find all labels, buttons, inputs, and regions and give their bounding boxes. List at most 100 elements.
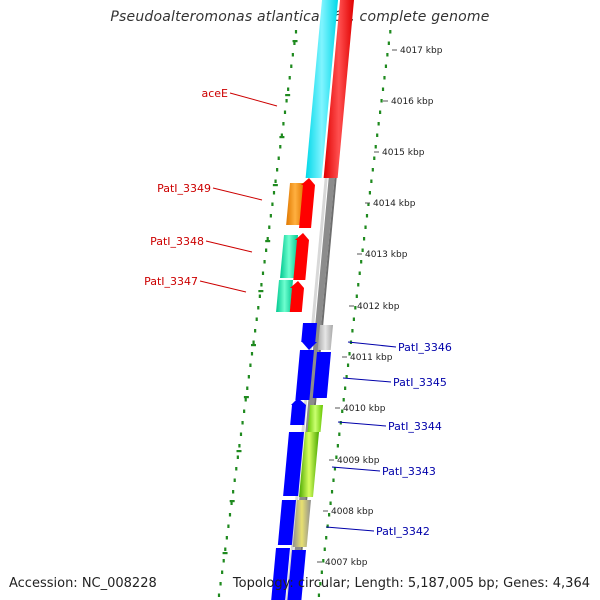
gc-tick-right [355,294,358,298]
gc-tick-right [322,559,325,563]
gc-tick-right [352,317,355,321]
gc-tick-left [272,191,276,195]
gc-tick-left [276,168,279,172]
gc-tick-right [330,490,334,494]
gc-tick-right [365,214,369,218]
scale-label: 4009 kbp [337,456,380,466]
gc-tick-left [227,524,230,528]
gc-tick-right [319,582,322,586]
gc-tick-left [282,122,285,126]
gc-tick-left [271,202,274,206]
cds-olive [292,500,311,547]
gc-tick-left [230,501,233,505]
scale-label: 4013 kbp [365,250,408,260]
gc-dash-left [265,240,271,243]
gene-label-leader [347,341,397,348]
cds-red-4 [289,288,304,312]
cds-red-3-arrowhead [295,233,309,240]
gc-tick-left [263,260,266,264]
scale-label: 4007 kbp [325,558,368,568]
gc-tick-left [287,87,290,91]
gc-tick-left [252,340,255,344]
gc-tick-right [341,409,344,413]
gc-tick-right [342,398,345,402]
gene-label-leader [212,187,263,201]
gc-tick-left [244,398,247,402]
gc-dash-left [229,500,235,503]
gc-tick-right [346,363,350,367]
feature-layer [271,0,354,600]
gc-tick-right [320,570,323,574]
scale-label: 4008 kbp [331,507,374,517]
cds-blue-4 [290,405,306,425]
scale-label: 4011 kbp [350,353,393,363]
gc-tick-right [344,386,347,390]
gc-tick-left [239,432,243,436]
gc-tick-left [293,41,296,45]
gc-tick-right [386,53,389,57]
gc-dash-left [258,290,264,293]
gc-tick-right [371,168,374,172]
gc-tick-left [219,582,222,586]
gc-tick-left [238,444,241,448]
gene-label-right: PatI_3343 [382,465,436,478]
gc-tick-right [374,145,377,149]
gc-tick-right [376,133,379,137]
gc-tick-right [329,501,332,505]
gc-tick-left [260,283,263,287]
gene-label-leader [337,421,387,427]
gc-dash-left [272,184,278,187]
gc-tick-right [332,478,335,482]
gene-PatI_3347 [276,280,293,312]
gc-ticks-layer [217,30,392,597]
gc-tick-left [285,99,288,103]
gc-tick-left [246,386,249,390]
scale-label: 4012 kbp [357,302,400,312]
gc-tick-left [280,133,283,137]
topology-label: Topology: circular; Length: 5,187,005 bp… [232,576,590,591]
gene-label-left: PatI_3349 [157,182,211,195]
cds-red-4-arrowhead [290,281,304,288]
gc-tick-right [336,444,339,448]
gc-tick-left [243,409,246,413]
cds-red-3 [293,240,309,280]
cds-blue-4-arrowhead [291,398,306,405]
gc-tick-left [247,375,250,379]
gene-label-right: PatI_3345 [393,376,447,389]
gc-tick-right [339,421,342,425]
gc-tick-left [255,317,258,321]
gc-tick-left [258,294,261,298]
gc-tick-right [373,156,376,160]
gc-tick-left [221,570,224,574]
gc-dash-left [285,94,291,97]
gene-aceE [305,0,338,178]
cds-green-2 [299,432,319,497]
gc-tick-right [379,110,382,114]
cds-blue-2 [295,350,314,400]
map-title: Pseudoalteromonas atlantica T6c, complet… [110,9,490,25]
gc-tick-left [274,179,277,183]
gc-tick-right [317,593,321,597]
gc-tick-right [384,64,388,68]
gc-tick-left [269,214,272,218]
gene-label-leader [199,280,247,293]
gc-tick-left [236,455,239,459]
gc-tick-right [380,99,383,103]
gc-tick-left [250,352,254,356]
gc-tick-right [364,225,367,229]
scale-label: 4014 kbp [373,199,416,209]
gene-label-leader [331,466,381,472]
gc-tick-right [377,122,380,126]
gc-tick-left [291,53,294,57]
gc-tick-right [338,432,341,436]
gc-tick-right [335,455,338,459]
scale-label: 4010 kbp [343,404,386,414]
gc-dash-left [279,136,285,139]
gc-tick-left [277,156,280,160]
gc-tick-left [261,271,265,275]
gene-label-leader [205,240,253,253]
gc-tick-right [387,41,390,45]
gc-tick-right [348,352,351,356]
cds-blue-1-arrowhead [302,342,317,350]
gene-label-right: PatI_3346 [398,341,452,354]
